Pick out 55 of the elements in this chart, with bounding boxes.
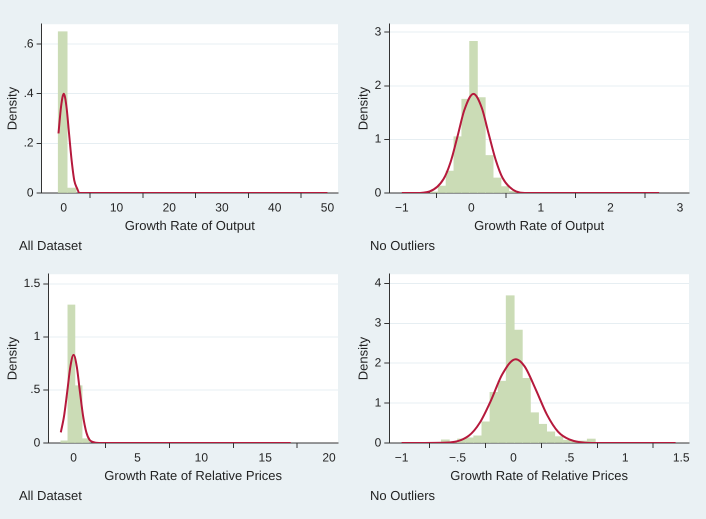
- x-tick-label: −1: [394, 200, 409, 215]
- x-tick-label: 50: [320, 200, 334, 215]
- y-tick-label: 0: [374, 185, 382, 200]
- y-tick-label: .4: [24, 86, 34, 100]
- y-tick-label: .6: [24, 36, 34, 50]
- y-axis-title: Density: [355, 336, 370, 380]
- text: No Outliers: [370, 238, 436, 253]
- x-axis-title: Growth Rate of Relative Prices: [450, 468, 629, 483]
- x-tick-label: 1.5: [672, 450, 690, 465]
- y-axis-title: Density: [4, 86, 20, 130]
- x-tick-label: 0: [70, 450, 78, 465]
- text: All Dataset: [19, 488, 82, 503]
- x-tick-label: −1: [394, 450, 409, 465]
- x-tick-label: 5: [134, 450, 142, 465]
- y-axis-title: Density: [4, 336, 20, 380]
- text: No Outliers: [370, 488, 436, 503]
- y-tick-label: 0: [34, 435, 41, 450]
- x-tick-label: 30: [215, 200, 229, 215]
- y-tick-label: 0: [374, 435, 382, 450]
- x-tick-label: 3: [676, 200, 684, 215]
- x-tick-label: 0: [60, 200, 68, 215]
- x-tick-label: 1: [538, 200, 545, 215]
- x-tick-label: 20: [162, 200, 176, 215]
- x-tick-label: −.5: [448, 450, 466, 465]
- x-tick-label: 10: [110, 200, 124, 215]
- y-tick-label: 3: [374, 316, 382, 330]
- x-tick-label: 0: [468, 200, 475, 215]
- text: All Dataset: [19, 238, 82, 253]
- x-axis-title: Growth Rate of Relative Prices: [104, 468, 283, 483]
- y-tick-label: .5: [30, 382, 41, 396]
- x-tick-label: 1: [622, 450, 629, 465]
- line-series: [57, 92, 328, 193]
- x-tick-label: 40: [268, 200, 282, 215]
- line-series: [60, 354, 292, 443]
- y-tick-label: 1: [374, 395, 382, 410]
- x-axis-title: Growth Rate of Output: [474, 218, 605, 233]
- line-series: [400, 358, 677, 443]
- x-tick-label: 0: [510, 450, 518, 465]
- x-tick-label: .5: [564, 450, 575, 465]
- y-tick-label: 4: [374, 276, 382, 290]
- y-tick-label: 0: [26, 185, 34, 200]
- y-tick-label: 2: [374, 356, 382, 370]
- y-tick-label: .2: [24, 136, 34, 150]
- y-axis-title: Density: [355, 86, 370, 130]
- x-axis-title: Growth Rate of Output: [124, 218, 256, 233]
- y-tick-label: 2: [374, 78, 382, 92]
- x-tick-label: 15: [258, 450, 272, 465]
- y-tick-label: 1: [374, 132, 382, 146]
- y-tick-label: 3: [374, 24, 382, 39]
- y-tick-label: 1.5: [24, 276, 41, 290]
- x-tick-label: 20: [322, 450, 336, 465]
- y-tick-label: 1: [34, 329, 41, 344]
- line-series: [400, 92, 660, 193]
- x-tick-label: 10: [194, 450, 208, 465]
- x-tick-label: 2: [607, 200, 614, 215]
